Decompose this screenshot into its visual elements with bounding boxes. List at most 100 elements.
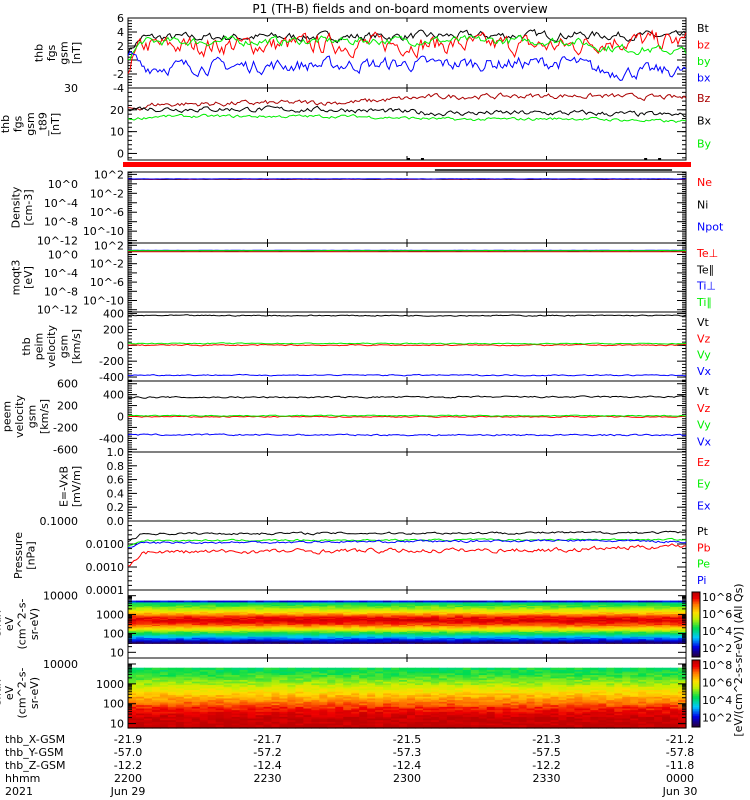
spectrogram-cell bbox=[478, 612, 488, 615]
spectrogram-cell bbox=[542, 726, 552, 729]
spectrogram-cell bbox=[510, 724, 520, 727]
spectrogram-cell bbox=[335, 640, 344, 643]
spectrogram-cell bbox=[151, 625, 161, 628]
spectrogram-cell bbox=[422, 626, 432, 629]
spectrogram-cell bbox=[518, 726, 528, 729]
spectrogram-cell bbox=[327, 610, 336, 612]
spectrogram-cell bbox=[383, 722, 392, 726]
spectrogram-cell bbox=[271, 630, 281, 633]
y-tick-label: -2 bbox=[113, 68, 124, 81]
spectrogram-cell bbox=[151, 601, 161, 604]
spectrogram-cell bbox=[319, 691, 328, 694]
spectrogram-cell bbox=[646, 623, 655, 625]
spectrogram-cell bbox=[502, 716, 512, 719]
spectrogram-cell bbox=[502, 602, 512, 605]
spectrogram-cell bbox=[582, 709, 591, 712]
spectrogram-cell bbox=[128, 717, 137, 721]
spectrogram-cell bbox=[271, 726, 281, 729]
spectrogram-cell bbox=[654, 625, 663, 628]
spectrogram-cell bbox=[359, 726, 368, 729]
spectrogram-cell bbox=[438, 633, 448, 636]
spectrogram-cell bbox=[462, 624, 472, 627]
spectrogram-cell bbox=[247, 620, 257, 623]
spectrogram-cell bbox=[558, 631, 568, 634]
spectrogram-cell bbox=[375, 616, 384, 618]
spectrogram-cell bbox=[598, 621, 607, 624]
spectrogram-cell bbox=[526, 719, 536, 722]
spectrogram-cell bbox=[446, 608, 456, 611]
spectrogram-cell bbox=[143, 709, 153, 712]
spectrogram-cell bbox=[231, 691, 241, 694]
spectrogram-cell bbox=[462, 601, 472, 604]
spectrogram-cell bbox=[207, 694, 217, 697]
y-tick-label: 100 bbox=[103, 627, 124, 640]
spectrogram-cell bbox=[383, 724, 392, 727]
spectrogram-cell bbox=[359, 620, 368, 623]
panel-frame bbox=[127, 242, 687, 313]
spectrogram-cell bbox=[279, 722, 289, 726]
spectrogram-cell bbox=[303, 618, 312, 621]
spectrogram-cell bbox=[391, 625, 400, 628]
spectrogram-cell bbox=[510, 697, 520, 701]
spectrogram-cell bbox=[478, 607, 488, 610]
y-tick-label: 0 bbox=[117, 147, 124, 160]
spectrogram-cell bbox=[414, 711, 424, 714]
spectrogram-cell bbox=[143, 617, 153, 619]
spectrogram-cell bbox=[462, 611, 472, 614]
spectrogram-cell bbox=[399, 719, 408, 722]
spectrogram-cell bbox=[375, 699, 384, 702]
spectrogram-cell bbox=[566, 707, 575, 711]
spectrogram-cell bbox=[183, 709, 193, 712]
spectrogram-cell bbox=[614, 604, 623, 606]
spectrogram-cell bbox=[263, 691, 273, 694]
spectrogram-cell bbox=[630, 714, 639, 717]
spectrogram-cell bbox=[422, 722, 432, 726]
spectrogram-cell bbox=[135, 618, 145, 621]
spectrogram-cell bbox=[215, 706, 225, 709]
spectrogram-cell bbox=[159, 613, 169, 616]
spectrogram-cell bbox=[534, 702, 544, 706]
spectrogram-cell bbox=[128, 709, 137, 712]
spectrogram-cell bbox=[383, 726, 392, 729]
spectrogram-cell bbox=[351, 613, 360, 616]
spectrogram-cell bbox=[678, 724, 687, 727]
spectrogram-cell bbox=[287, 616, 296, 618]
spectrogram-cell bbox=[638, 607, 647, 610]
spectrogram-cell bbox=[414, 629, 424, 631]
spectrogram-cell bbox=[383, 699, 392, 702]
spectrogram-cell bbox=[263, 637, 273, 640]
spectrogram-cell bbox=[319, 719, 328, 722]
legend-label: Vz bbox=[697, 332, 711, 345]
spectrogram-cell bbox=[199, 606, 209, 609]
spectrogram-cell bbox=[271, 627, 281, 630]
spectrogram-cell bbox=[662, 696, 671, 699]
spectrogram-cell bbox=[414, 701, 424, 704]
spectrogram-cell bbox=[375, 697, 384, 701]
spectrogram-cell bbox=[622, 613, 631, 616]
spectrogram-cell bbox=[327, 608, 336, 611]
spectrogram-cell bbox=[486, 626, 496, 629]
spectrogram-cell bbox=[614, 626, 623, 629]
spectrogram-cell bbox=[550, 616, 560, 618]
spectrogram-cell bbox=[574, 608, 583, 611]
spectrogram-cell bbox=[414, 636, 424, 638]
spectrogram-cell bbox=[303, 696, 312, 699]
spectrogram-cell bbox=[550, 706, 560, 709]
spectrogram-cell bbox=[414, 632, 424, 635]
spectrogram-cell bbox=[223, 608, 233, 611]
spectrogram-cell bbox=[454, 642, 464, 644]
spectrogram-cell bbox=[367, 613, 376, 616]
spectrogram-cell bbox=[351, 721, 360, 724]
spectrogram-cell bbox=[207, 632, 217, 635]
spectrogram-cell bbox=[582, 623, 591, 625]
spectrogram-cell bbox=[319, 611, 328, 614]
spectrogram-cell bbox=[359, 626, 368, 629]
spectrogram-cell bbox=[279, 642, 289, 644]
spectrogram-cell bbox=[454, 689, 464, 692]
spectrogram-cell bbox=[143, 633, 153, 636]
spectrogram-cell bbox=[375, 606, 384, 609]
spectrogram-cell bbox=[255, 626, 265, 629]
spectrogram-cell bbox=[399, 724, 408, 727]
spectrogram-cell bbox=[271, 613, 281, 616]
spectrogram-cell bbox=[590, 632, 599, 635]
